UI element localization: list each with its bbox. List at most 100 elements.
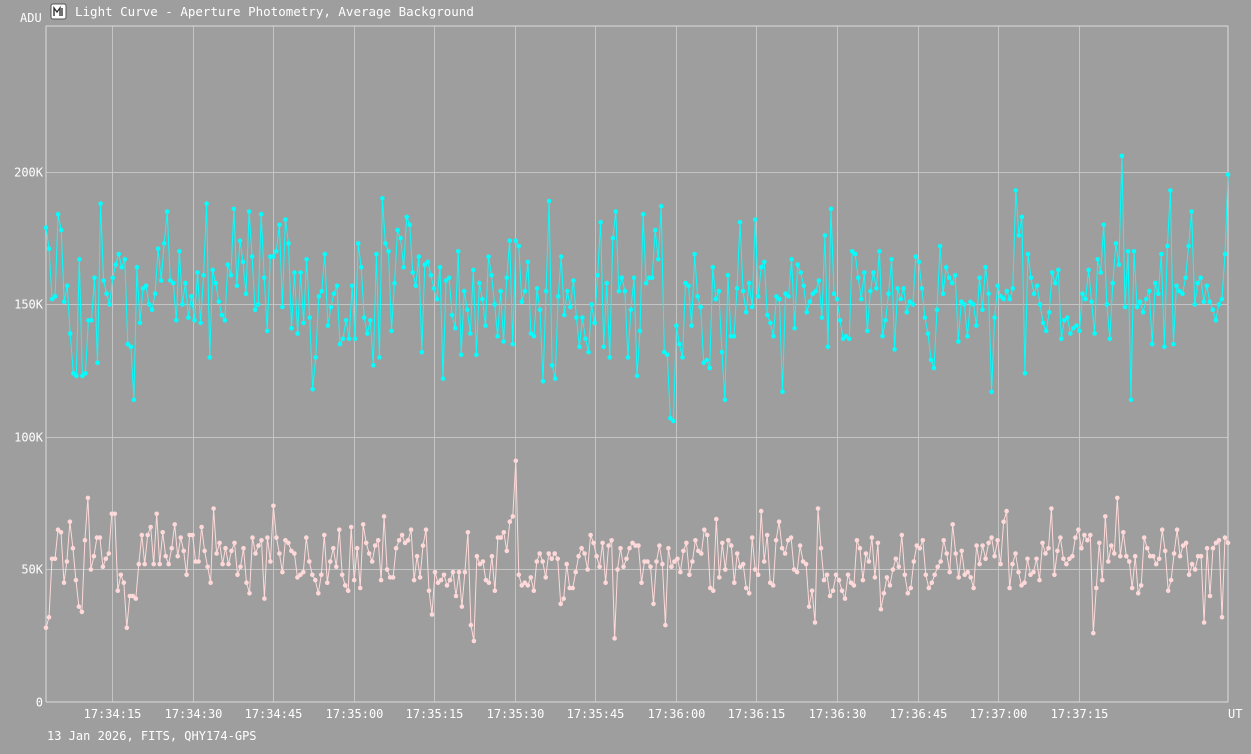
data-point[interactable] — [1109, 543, 1114, 548]
data-point[interactable] — [819, 315, 825, 320]
data-point[interactable] — [46, 614, 52, 620]
data-point[interactable] — [1150, 553, 1156, 559]
data-point[interactable] — [426, 588, 432, 593]
data-point[interactable] — [674, 323, 679, 328]
data-point[interactable] — [164, 209, 170, 214]
data-point[interactable] — [510, 341, 515, 347]
data-point[interactable] — [58, 530, 64, 535]
data-point[interactable] — [280, 569, 285, 575]
data-point[interactable] — [52, 556, 58, 562]
data-point[interactable] — [169, 545, 174, 551]
data-point[interactable] — [1040, 320, 1046, 326]
data-point[interactable] — [195, 270, 200, 275]
data-point[interactable] — [625, 355, 631, 360]
data-point[interactable] — [325, 580, 330, 585]
data-point[interactable] — [866, 559, 872, 564]
data-point[interactable] — [627, 545, 632, 551]
data-point[interactable] — [519, 299, 525, 305]
data-point[interactable] — [677, 341, 682, 347]
data-point[interactable] — [204, 201, 209, 206]
data-point[interactable] — [225, 262, 231, 267]
data-point[interactable] — [564, 561, 569, 567]
data-point[interactable] — [1162, 344, 1167, 350]
data-point[interactable] — [862, 270, 867, 275]
data-point[interactable] — [217, 540, 222, 546]
data-point[interactable] — [765, 312, 770, 318]
data-point[interactable] — [319, 288, 325, 294]
data-point[interactable] — [785, 538, 791, 543]
data-point[interactable] — [842, 596, 848, 601]
data-point[interactable] — [325, 323, 331, 328]
data-point[interactable] — [208, 580, 213, 585]
data-point[interactable] — [160, 530, 165, 535]
data-point[interactable] — [1037, 577, 1042, 583]
data-point[interactable] — [380, 196, 385, 201]
data-point[interactable] — [408, 527, 414, 532]
data-point[interactable] — [699, 551, 704, 556]
data-point[interactable] — [761, 559, 767, 564]
data-point[interactable] — [437, 264, 443, 270]
data-point[interactable] — [140, 286, 146, 291]
data-point[interactable] — [998, 294, 1003, 299]
data-point[interactable] — [228, 272, 234, 278]
data-point[interactable] — [453, 593, 459, 599]
data-point[interactable] — [1204, 545, 1210, 551]
data-point[interactable] — [128, 344, 134, 350]
data-point[interactable] — [139, 532, 145, 538]
data-point[interactable] — [110, 275, 115, 281]
data-point[interactable] — [877, 249, 882, 254]
data-point[interactable] — [241, 545, 246, 551]
data-point[interactable] — [507, 519, 513, 524]
data-point[interactable] — [1118, 553, 1123, 559]
data-point[interactable] — [827, 593, 833, 599]
data-point[interactable] — [357, 585, 363, 591]
data-point[interactable] — [764, 532, 770, 538]
data-point[interactable] — [1031, 291, 1037, 297]
data-point[interactable] — [55, 211, 61, 217]
data-point[interactable] — [749, 304, 755, 310]
data-point[interactable] — [1013, 188, 1019, 193]
data-point[interactable] — [743, 310, 749, 315]
data-point[interactable] — [871, 270, 876, 275]
data-point[interactable] — [133, 596, 139, 601]
data-point[interactable] — [940, 291, 946, 297]
data-point[interactable] — [428, 272, 434, 278]
data-point[interactable] — [310, 572, 315, 578]
data-point[interactable] — [974, 543, 979, 548]
data-point[interactable] — [304, 257, 309, 262]
data-point[interactable] — [414, 553, 420, 559]
data-point[interactable] — [61, 299, 67, 305]
data-point[interactable] — [558, 254, 564, 259]
data-point[interactable] — [352, 336, 358, 342]
data-point[interactable] — [407, 222, 413, 228]
data-point[interactable] — [1043, 551, 1048, 556]
data-point[interactable] — [501, 530, 507, 535]
data-point[interactable] — [104, 291, 109, 297]
data-point[interactable] — [67, 519, 73, 524]
data-point[interactable] — [268, 559, 273, 564]
data-point[interactable] — [746, 591, 752, 596]
data-point[interactable] — [1180, 291, 1185, 297]
data-point[interactable] — [64, 283, 70, 289]
data-point[interactable] — [252, 307, 258, 313]
data-point[interactable] — [253, 551, 258, 556]
data-point[interactable] — [680, 355, 685, 360]
data-point[interactable] — [618, 545, 623, 551]
data-point[interactable] — [262, 596, 267, 601]
data-point[interactable] — [831, 291, 837, 297]
data-point[interactable] — [316, 294, 322, 299]
data-point[interactable] — [1076, 527, 1081, 532]
data-point[interactable] — [1121, 530, 1126, 535]
data-point[interactable] — [899, 532, 905, 538]
data-point[interactable] — [82, 538, 88, 543]
data-point[interactable] — [743, 585, 749, 591]
data-point[interactable] — [52, 294, 58, 299]
data-point[interactable] — [645, 559, 650, 564]
data-point[interactable] — [73, 577, 79, 583]
data-point[interactable] — [1013, 551, 1018, 556]
data-point[interactable] — [1007, 585, 1012, 591]
data-point[interactable] — [934, 307, 940, 313]
data-point[interactable] — [717, 575, 722, 580]
data-point[interactable] — [1097, 540, 1102, 546]
data-point[interactable] — [181, 548, 186, 554]
